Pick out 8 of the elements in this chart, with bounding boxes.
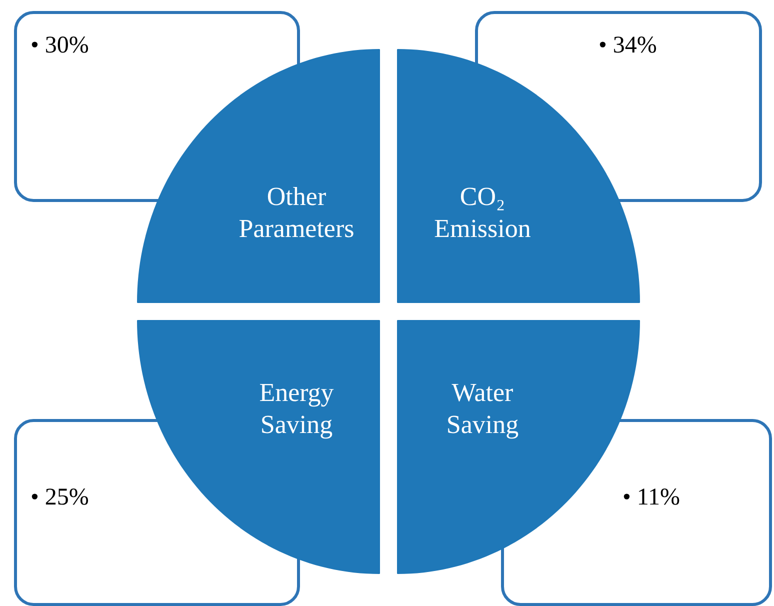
category-label: Other Parameters	[238, 182, 354, 243]
data-label: • 34%	[598, 32, 657, 58]
data-label: • 30%	[30, 32, 89, 58]
category-label: Water Saving	[446, 378, 519, 439]
category-label: CO₂ Emission	[434, 182, 531, 243]
category-label: Energy Saving	[259, 378, 334, 439]
data-label: • 11%	[622, 484, 680, 510]
data-label: • 25%	[30, 484, 89, 510]
